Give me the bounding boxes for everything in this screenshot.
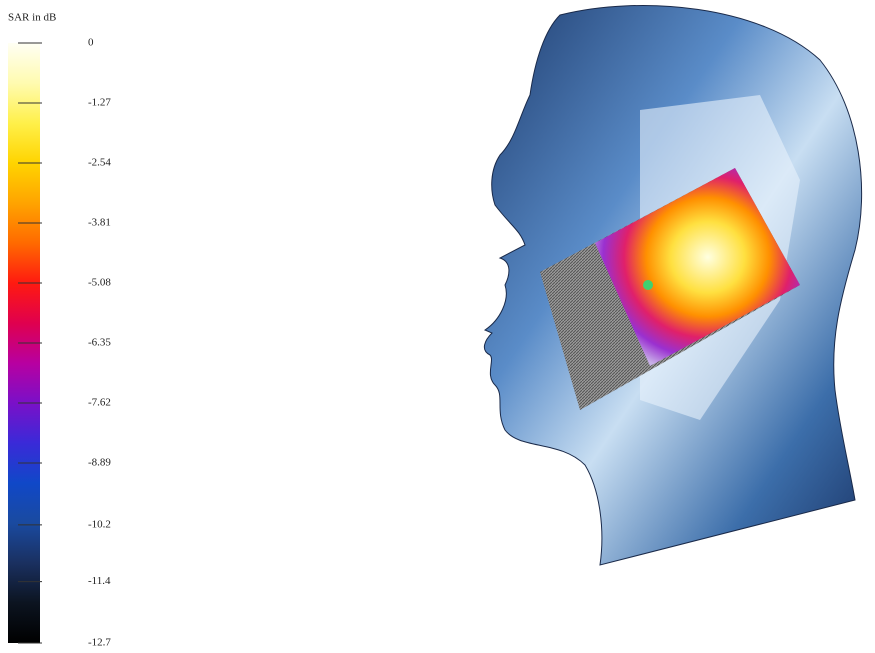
head — [483, 5, 863, 566]
tick-label: -10.2 — [88, 518, 111, 530]
tick-label: -8.89 — [88, 457, 111, 469]
feed-point — [643, 280, 653, 290]
tick-label: -3.81 — [88, 217, 111, 229]
tick-label: -5.08 — [88, 277, 111, 289]
sar-hotspot — [595, 168, 800, 366]
tick-label: -11.4 — [88, 575, 111, 587]
tick-label: 0 — [88, 37, 94, 49]
colorbar-title: SAR in dB — [8, 12, 56, 24]
tick-label: -12.7 — [88, 637, 111, 649]
tick-label: -1.27 — [88, 97, 111, 109]
tick-label: -6.35 — [88, 337, 111, 349]
tick-label: -7.62 — [88, 397, 111, 409]
tick-label: -2.54 — [88, 157, 111, 169]
